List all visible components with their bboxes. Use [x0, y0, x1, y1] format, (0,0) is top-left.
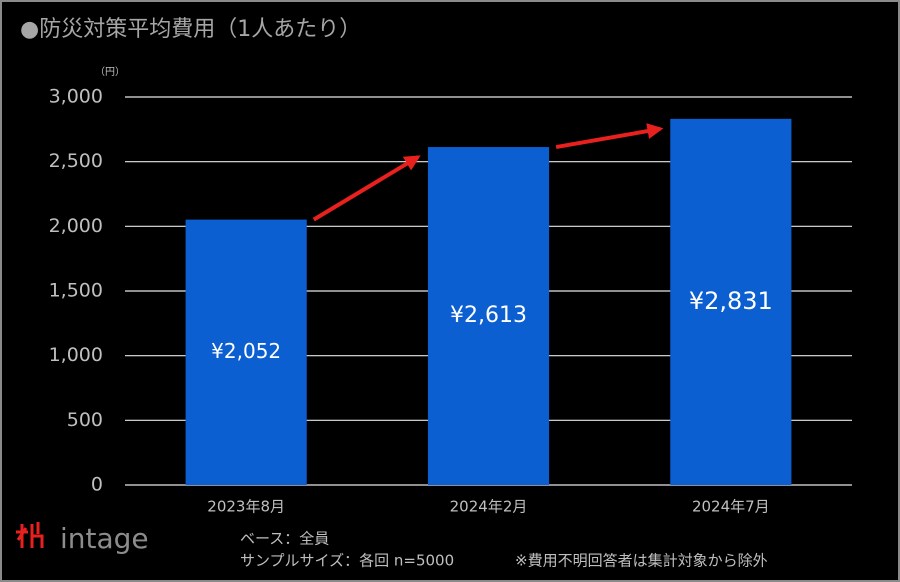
value-label: ¥2,052 [211, 339, 281, 363]
y-tick-label: 1,000 [49, 344, 103, 366]
value-label: ¥2,831 [689, 287, 773, 315]
footnote: ※費用不明回答者は集計対象から除外 [515, 552, 768, 570]
base-note: ベース：全員 [240, 530, 329, 548]
trend-arrow [555, 123, 664, 150]
sample-note: サンプルサイズ：各回 n=5000 [240, 552, 454, 570]
logo [16, 522, 44, 548]
y-tick-label: 2,500 [49, 150, 103, 172]
y-tick-label: 2,000 [49, 215, 103, 237]
y-tick-label: 1,500 [49, 280, 103, 302]
chart-title: ●防災対策平均費用（1人あたり） [20, 17, 361, 42]
bar [427, 147, 550, 485]
brand: intage [60, 522, 149, 555]
y-tick-label: 3,000 [49, 86, 103, 108]
y-tick-label: 0 [91, 474, 103, 496]
x-tick-label: 2024年7月 [692, 498, 770, 516]
bar [185, 219, 307, 485]
bar [670, 118, 792, 485]
x-tick-label: 2023年8月 [207, 498, 285, 516]
x-tick-label: 2024年2月 [450, 498, 528, 516]
trend-arrow [312, 155, 421, 222]
unit-label: （円） [95, 66, 125, 78]
y-tick-label: 500 [67, 409, 103, 431]
value-label: ¥2,613 [450, 303, 527, 328]
logo-icon [16, 522, 44, 548]
